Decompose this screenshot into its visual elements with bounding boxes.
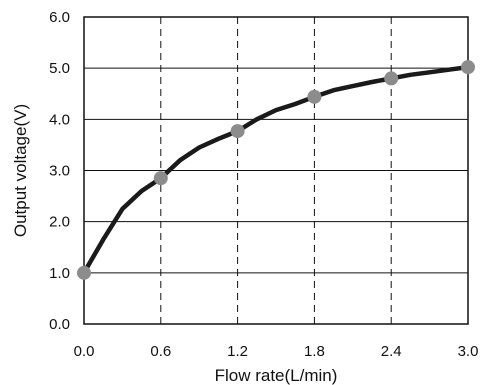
data-point-1 [153, 171, 168, 186]
x-tick-label-5: 3.0 [458, 343, 479, 360]
series-line [81, 64, 471, 276]
x-tick-label-3: 1.8 [304, 343, 325, 360]
series-line-path [81, 64, 471, 276]
data-point-3 [307, 89, 322, 104]
x-tick-label-4: 2.4 [381, 343, 402, 360]
data-point-5 [461, 60, 475, 75]
data-point-0 [77, 265, 91, 280]
grid [84, 17, 468, 324]
y-tick-label-5: 5.0 [49, 60, 70, 77]
data-markers [77, 60, 475, 280]
data-point-4 [384, 71, 399, 86]
y-tick-label-3: 3.0 [49, 163, 70, 180]
y-tick-label-0: 0.0 [49, 316, 70, 333]
x-tick-label-0: 0.0 [74, 343, 95, 360]
y-axis-tick-labels: 0.0 1.0 2.0 3.0 4.0 5.0 6.0 [49, 9, 70, 333]
y-axis-title: Output voltage(V) [11, 104, 30, 237]
x-tick-label-2: 1.2 [227, 343, 248, 360]
plot-area-frame [83, 16, 469, 325]
y-tick-label-1: 1.0 [49, 265, 70, 282]
x-axis-tick-labels: 0.0 0.6 1.2 1.8 2.4 3.0 [74, 343, 479, 360]
x-axis-title: Flow rate(L/min) [215, 366, 338, 385]
y-tick-label-2: 2.0 [49, 214, 70, 231]
y-tick-label-6: 6.0 [49, 9, 70, 26]
y-tick-label-4: 4.0 [49, 111, 70, 128]
data-point-2 [230, 124, 245, 139]
x-tick-label-1: 0.6 [150, 343, 171, 360]
